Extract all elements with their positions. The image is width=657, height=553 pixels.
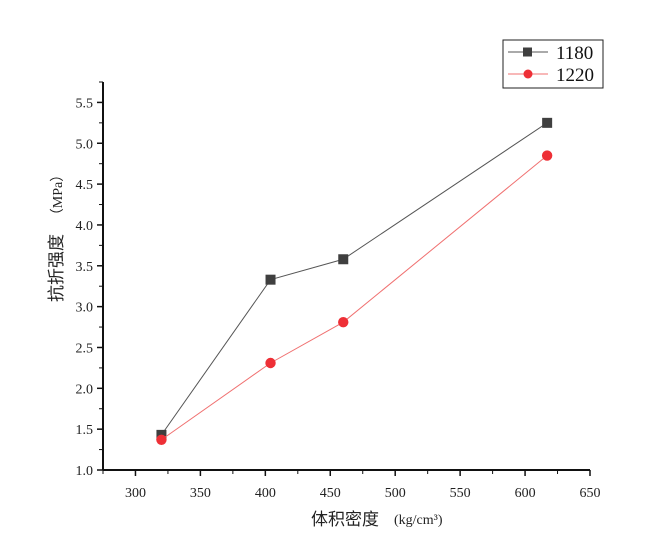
y-tick-label: 5.5 [76,96,94,111]
y-tick-label: 4.5 [76,178,94,193]
x-axis-unit: (kg/cm³) [394,513,443,528]
legend-marker-1220 [523,69,533,79]
y-tick-label: 3.5 [76,260,94,275]
y-tick-label: 5.0 [76,137,94,152]
legend-label-1180: 1180 [556,43,593,64]
x-tick-label: 450 [320,486,341,501]
axes: 300 350 400 450 500 550 600 650 1.0 1.5 2.0 2.5 3.0 3… [76,81,601,501]
y-axis-label: 抗折强度 [47,234,67,302]
legend-box [502,39,604,89]
x-tick-label: 300 [125,486,146,501]
data-point-1220 [541,150,553,161]
y-tick-label: 2.5 [76,341,94,356]
y-axis-unit: （MPa） [50,168,66,222]
x-tick-label: 400 [255,486,276,501]
x-tick-label: 500 [385,486,406,501]
series-line-1180 [161,122,548,436]
data-point-1180 [338,254,349,265]
legend-label-1220: 1220 [556,65,594,86]
x-axis-label: 体积密度 [311,510,379,530]
data-point-1220 [265,357,276,369]
y-tick-label: 1.5 [76,423,94,438]
x-tick-label: 650 [580,486,601,501]
y-tick-label: 3.0 [76,301,94,316]
y-tick-label: 4.0 [76,219,94,234]
x-tick-label: 350 [190,486,211,501]
data-point-1180 [265,274,276,285]
y-tick-label: 1.0 [76,464,94,479]
series-group [156,117,553,445]
y-tick-label: 2.0 [76,382,94,397]
x-tick-label: 550 [450,486,471,501]
series-line-1220 [161,155,548,441]
legend-marker-1180 [523,47,532,57]
data-point-1180 [542,117,553,128]
data-point-1220 [156,434,167,445]
data-point-1220 [338,316,349,328]
x-tick-label: 600 [515,486,536,501]
